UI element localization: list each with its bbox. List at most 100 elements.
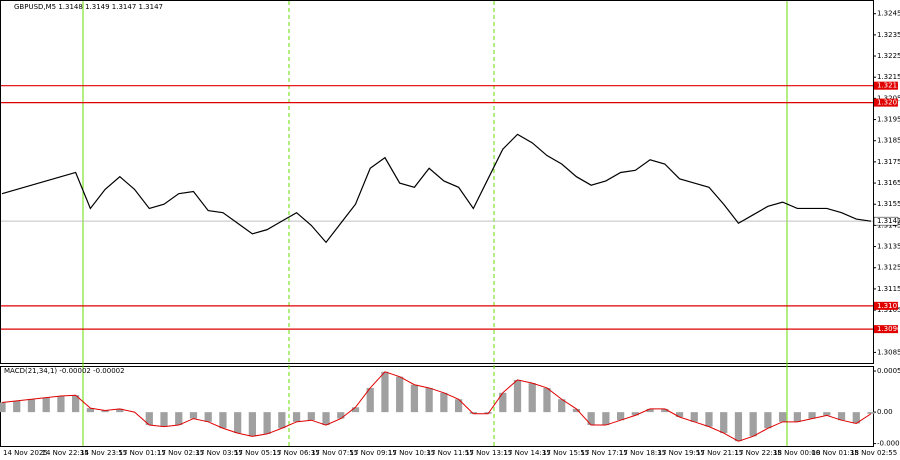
time-label: 17 Nov 13:15 (465, 449, 512, 457)
macd-bar (646, 408, 654, 413)
y-tick-label: 1.3215 (877, 73, 900, 81)
level-label: 1.3107 (877, 302, 900, 310)
y-tick-label: 1.3245 (877, 10, 900, 18)
macd-bar (263, 412, 271, 434)
macd-bar (469, 412, 477, 414)
level-label: 1.3211 (877, 82, 900, 90)
macd-bar (410, 384, 419, 413)
y-tick-label: 1.3155 (877, 200, 900, 208)
time-label: 17 Nov 22:35 (735, 449, 782, 457)
macd-bar (234, 412, 242, 434)
macd-bar (248, 412, 257, 437)
macd-bar (440, 392, 448, 413)
y-tick-label: 1.3175 (877, 158, 900, 166)
macd-bar (57, 396, 65, 413)
macd-bar (705, 412, 713, 427)
y-tick-label: 1.3165 (877, 179, 900, 187)
macd-bar (779, 412, 787, 422)
time-label: 17 Nov 15:55 (542, 449, 589, 457)
macd-bar (204, 412, 212, 422)
macd-bar (661, 408, 669, 413)
macd-bar (145, 412, 153, 426)
macd-bar (42, 397, 50, 413)
macd-bar (366, 387, 374, 413)
time-label: 17 Nov 06:35 (273, 449, 320, 457)
time-label: 17 Nov 21:15 (696, 449, 743, 457)
last-price-label: 1.3147 (877, 217, 900, 225)
level-label: 1.3096 (877, 325, 900, 333)
macd-bar (337, 412, 345, 419)
time-label: 17 Nov 14:35 (504, 449, 551, 457)
macd-bar (734, 412, 743, 442)
macd-bar (160, 412, 168, 427)
time-label: 14 Nov 2025 (3, 449, 48, 457)
time-label: 18 Nov 01:35 (812, 449, 859, 457)
macd-bar (528, 383, 536, 413)
macd-bar (101, 410, 109, 413)
macd-bar (0, 402, 6, 413)
y-tick-label: 0.00051 (877, 367, 900, 375)
y-tick-label: 1.3185 (877, 137, 900, 145)
signal-line (1, 371, 872, 442)
macd-bar (175, 412, 183, 426)
price-title: GBPUSD,M5 1.3148 1.3149 1.3147 1.3147 (14, 3, 163, 11)
macd-bar (587, 412, 595, 426)
y-tick-label: 0.00 (877, 408, 893, 416)
macd-bar (852, 412, 860, 424)
last-price-tag (873, 216, 899, 226)
macd-bar (189, 412, 198, 419)
macd-bar (690, 412, 698, 422)
time-label: 17 Nov 01:15 (119, 449, 166, 457)
macd-bar (351, 407, 360, 413)
macd-bar (219, 412, 227, 429)
macd-bar (307, 412, 315, 421)
y-tick-label: 1.3195 (877, 116, 900, 124)
macd-bar (513, 379, 522, 413)
y-tick-label: -0.00039 (877, 440, 900, 448)
price-panel (0, 0, 874, 364)
macd-bar (616, 412, 625, 421)
level-tag (874, 301, 898, 310)
macd-bar (631, 412, 639, 416)
macd-bar (675, 412, 684, 417)
level-tag (874, 81, 898, 90)
macd-title: MACD(21,34,1) -0.00002 -0.00002 (4, 367, 125, 375)
macd-bar (396, 376, 404, 413)
time-label: 18 Nov 02:55 (850, 449, 897, 457)
time-label: 18 Nov 00:00 (773, 449, 820, 457)
y-tick-label: 1.3115 (877, 285, 900, 293)
macd-bar (823, 412, 831, 416)
macd-bar (27, 399, 36, 413)
macd-bar (116, 408, 124, 413)
macd-bar (749, 412, 757, 437)
macd-bar (454, 399, 463, 413)
macd-bar (13, 400, 21, 413)
macd-bar (572, 408, 581, 413)
macd-bar (381, 371, 389, 413)
y-tick-label: 1.3235 (877, 31, 900, 39)
time-label: 17 Nov 19:55 (658, 449, 705, 457)
macd-bar (322, 412, 330, 426)
time-label: 17 Nov 07:55 (311, 449, 358, 457)
y-tick-label: 1.3205 (877, 94, 900, 102)
time-label: 14 Nov 23:55 (80, 449, 127, 457)
time-label: 17 Nov 17:15 (581, 449, 628, 457)
macd-panel (0, 366, 874, 447)
time-label: 17 Nov 18:35 (619, 449, 666, 457)
macd-bar (808, 412, 816, 419)
y-tick-label: 1.3105 (877, 306, 900, 314)
price-line (1, 133, 872, 244)
level-tag (874, 325, 898, 334)
y-tick-label: 1.3125 (877, 264, 900, 272)
macd-bar (86, 408, 94, 413)
y-tick-label: 1.3225 (877, 52, 900, 60)
macd-bar (720, 412, 728, 434)
time-label: 17 Nov 09:15 (350, 449, 397, 457)
level-label: 1.3203 (877, 99, 900, 107)
y-tick-label: 1.3135 (877, 243, 900, 251)
macd-bar (499, 392, 507, 413)
macd-bar (543, 387, 551, 413)
macd-bar (764, 412, 772, 429)
time-label: 14 Nov 22:35 (42, 449, 89, 457)
